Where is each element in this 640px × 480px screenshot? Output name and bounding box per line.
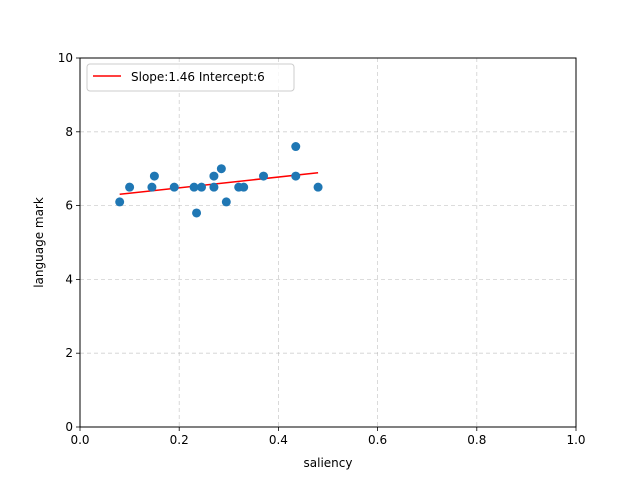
data-point xyxy=(291,142,301,152)
plot-frame xyxy=(79,57,577,428)
y-tick-label: 8 xyxy=(65,125,73,139)
x-tick-label: 0.2 xyxy=(170,433,189,447)
x-tick-label: 0.0 xyxy=(70,433,89,447)
x-tick-label: 0.4 xyxy=(269,433,288,447)
data-point xyxy=(239,182,249,192)
data-point xyxy=(216,164,226,174)
data-point xyxy=(209,171,219,181)
data-point xyxy=(291,171,301,181)
legend: Slope:1.46 Intercept:6 xyxy=(86,63,295,92)
data-point xyxy=(149,171,159,181)
data-point xyxy=(115,197,125,207)
x-axis-ticks: 0.0 0.2 0.4 0.6 0.8 1.0 xyxy=(70,427,586,447)
y-tick-label: 0 xyxy=(65,420,73,434)
data-point xyxy=(169,182,179,192)
grid xyxy=(79,57,577,428)
y-tick-label: 4 xyxy=(65,272,73,286)
data-point xyxy=(313,182,323,192)
x-axis-label: saliency xyxy=(304,456,353,470)
y-tick-label: 6 xyxy=(65,199,73,213)
legend-box xyxy=(86,63,295,92)
y-tick-label: 2 xyxy=(65,346,73,360)
data-point xyxy=(147,182,157,192)
data-point xyxy=(221,197,231,207)
y-axis-label: language mark xyxy=(32,197,46,288)
data-point xyxy=(259,171,269,181)
data-point xyxy=(189,182,199,192)
y-axis-ticks: 0 2 4 6 8 10 xyxy=(58,51,80,434)
data-point xyxy=(125,182,135,192)
x-tick-label: 0.6 xyxy=(368,433,387,447)
x-tick-label: 0.8 xyxy=(467,433,486,447)
scatter-points xyxy=(115,142,323,218)
x-tick-label: 1.0 xyxy=(566,433,585,447)
legend-label: Slope:1.46 Intercept:6 xyxy=(131,70,265,84)
data-point xyxy=(192,208,202,218)
data-point xyxy=(197,182,207,192)
y-tick-label: 10 xyxy=(58,51,73,65)
data-point xyxy=(209,182,219,192)
